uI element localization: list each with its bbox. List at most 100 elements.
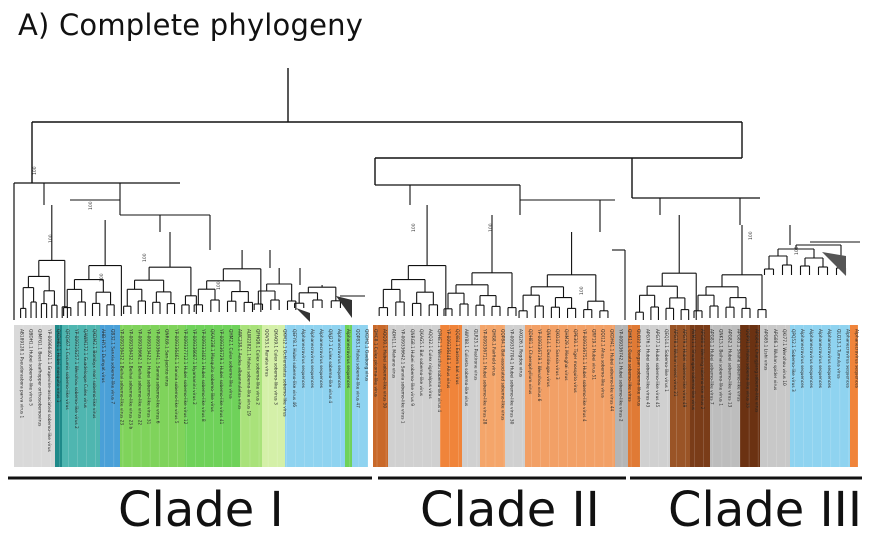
tip-label: YP-009336448.1 Ahus virus — [445, 328, 451, 389]
tip-label: QDH81.1 Chaerophyllum virus — [527, 329, 533, 395]
tip-band — [480, 325, 505, 467]
clade-label-3: Clade III — [668, 482, 862, 538]
tip-label: APG76.1 Hubei sobemo-like virus 43 — [645, 329, 651, 408]
tip-label: ADH11.1 Mahano virus — [391, 329, 397, 379]
tip-label: YP-009333402.1 Hubei sobemo-like virus 8 — [200, 328, 206, 422]
tip-label: QIMFG1.1 Beet-leafhopper orthosobemoviru… — [37, 329, 43, 427]
bootstrap-label: 100 — [32, 166, 38, 175]
tip-label: AVM11.1 Shuangao sobemo-like virus — [690, 329, 696, 411]
tip-band — [462, 325, 480, 467]
tip-label: QNK14.1 Dezidougou virus — [545, 329, 551, 388]
tip-label: ALW22821.1 Hubei sobemo-like virus 19 — [245, 329, 251, 416]
tip-label: QQP84.1 Bat-associated sobemo-like virus — [500, 329, 506, 421]
tip-label: AWY88.1 Culiseta sobemo-like virus — [463, 329, 469, 407]
clade-label-2: Clade II — [420, 482, 600, 538]
tip-label: QBDH1.1 Hubei sobemo-like virus 5 — [28, 329, 34, 406]
tip-band — [628, 325, 640, 467]
tip-label: QKAI238.1 Mosquito sobemo-like virus — [209, 329, 215, 413]
bootstrap-label: 100 — [99, 273, 105, 282]
tip-label: APG79.1 Hubei sobemo-like virus 49 — [681, 329, 687, 408]
tip-label: QKAG9.1 Culex sobemo-like virus 3 — [273, 329, 279, 405]
tip-label: YP-009336711.1 Hubei sobemo-like virus 2… — [481, 328, 487, 425]
tip-label: QKI77.1 Wenzhou virus 10 — [781, 329, 787, 386]
tip-band — [388, 325, 440, 467]
tip-band — [440, 325, 462, 467]
tip-band — [790, 325, 850, 467]
tip-label: AQQ30.1 Hubei sobemo-like virus 50 — [382, 329, 388, 408]
tip-band — [262, 325, 285, 467]
tip-band — [352, 325, 368, 467]
tip-label: Alphanecrovirus sequences — [799, 329, 805, 389]
tip-label: APG80.1 Wenling sobemo-like virus 2 — [699, 329, 705, 410]
bootstrap-label: 100 — [216, 281, 222, 290]
tip-band — [690, 325, 710, 467]
bootstrap-label: 100 — [411, 223, 417, 232]
tip-band — [373, 325, 388, 467]
bootstrap-label: 100 — [142, 253, 148, 262]
page-title: A) Complete phylogeny — [18, 8, 364, 42]
tip-label: Alphanecrovirus sequences — [300, 329, 306, 389]
tip-band — [62, 325, 100, 467]
tip-label: YP-009336642.1 Sanxia sobemo-like virus … — [400, 328, 406, 424]
tip-label: QFQS67.1 Cucumis sobemo-like virus — [64, 329, 70, 410]
tip-label: APG84.1 Changjiang sobemo-like virus — [754, 329, 760, 413]
tip-label: QB32.1 Sanxia sobemo-like virus 7 — [109, 329, 115, 404]
tip-label: Alphanecrovirus sequences — [817, 329, 823, 389]
tip-label: APG82.1 Hubei sobemo-like virus 13 — [726, 329, 732, 408]
tip-label: YP-009336729.1 Hubei sobemo-like virus 4… — [218, 328, 224, 425]
tip-label: QNJ27.1 Culex sobemo-like virus 4 — [327, 329, 333, 403]
tip-band — [240, 325, 262, 467]
tip-label: YP-009316257.1 Wenzhou sobemo-like virus… — [73, 328, 79, 429]
tip-band — [120, 325, 185, 467]
tip-label: QQP91.1 Hubei sobemo-like virus 33 — [745, 329, 751, 408]
tip-label: AXQ26.1 Rogdoe virus — [518, 329, 524, 378]
tip-label: QLQ13.1 Tumulus virus — [835, 329, 841, 379]
tip-label: QKDH61.1 Hubei mosquito virus 1 — [55, 329, 61, 403]
tip-label: AHB-HY5.1 Dumyat virus — [100, 329, 106, 383]
tip-label: QLQ22.1 Yongsan sobemo-like virus — [636, 329, 642, 407]
tip-label: YP-009336751.1 Hubei sobemo-like virus 4 — [581, 328, 587, 422]
tip-band — [640, 325, 670, 467]
tip-label: Alphanecrovirus sequences — [826, 329, 832, 389]
collapsed-node — [336, 296, 352, 318]
tip-label: YP-009336742.1 Hubei sobemo-like virus 2 — [618, 328, 624, 422]
bootstrap-label: 100 — [48, 234, 54, 243]
collapsed-node — [822, 252, 846, 276]
tip-label: YP-009336461.1 Sanxia sobemo-like virus … — [173, 328, 179, 424]
tip-band — [670, 325, 690, 467]
tip-band — [740, 325, 760, 467]
tip-label: QEFY8.1 Hubei sobemo-like virus 46 — [291, 329, 297, 407]
tip-label: YP-009336441.1 Sanxia sobemo-like virus … — [155, 328, 161, 424]
tip-label: QHM29.1 Menghai virus — [563, 329, 569, 381]
tip-label: QKAG5.1 Bat sobemo-like virus — [418, 329, 424, 397]
tip-band — [55, 325, 62, 467]
tip-band — [185, 325, 240, 467]
tip-label: YP-009337704.1 Hubei sobemo-like virus 3… — [509, 328, 515, 425]
bootstrap-label: 100 — [748, 231, 754, 240]
tip-label: APG83.1 Shahe sobemo-like virus — [735, 329, 741, 402]
tip-label: Alphanecrovirus sequences — [853, 329, 859, 389]
tip-label: APG77.1 Hubei sobemo-like virus 45 — [654, 329, 660, 408]
tip-label: QKDH41.1 Hubei sobemo-like virus 44 — [608, 329, 614, 412]
tip-band — [14, 325, 55, 467]
tip-band — [285, 325, 345, 467]
tip-label: QEQ14.1 Sobemo-like virus 1 — [663, 329, 669, 392]
tip-label: QPHE1.1 Wenzhou sobemo-like virus 4 — [436, 329, 442, 412]
tip-band — [525, 325, 615, 467]
clade-label-1: Clade I — [118, 482, 284, 538]
tip-label: QKDH2.1 Gaebong virus — [363, 329, 369, 382]
tip-label: QHG8.1 Fairfield virus — [490, 329, 496, 377]
tip-label: QFHQ8.1 Culex sobemo-like virus 2 — [254, 329, 260, 405]
tip-label: YP-009336607.1 Nyamanini virus 2 — [191, 328, 197, 405]
tip-label: QQI84.1 Eastern bat virus — [454, 329, 460, 385]
tip-label: QKM12.1 Ochlerotatus sobemo-like virus — [282, 329, 288, 417]
tip-label: QNRG8.1 Hubei sobemo-like virus 9 — [409, 329, 415, 406]
tip-label: QNRG9.1 San-Jacinto virus — [164, 329, 170, 387]
tip-band — [100, 325, 120, 467]
tip-label: YP-009333422.1 Hubei sobemo-like virus 3… — [146, 328, 152, 425]
tip-label: QQP83.1 Hubei sobemo-like virus 47 — [354, 329, 360, 408]
tip-label: Alphanecrovirus sequences — [345, 329, 351, 389]
tip-label: Alphanecrovirus sequences — [808, 329, 814, 389]
tip-band — [760, 325, 790, 467]
tip-label: YP-009664621.1 Grapevine-associated sobe… — [46, 328, 52, 452]
